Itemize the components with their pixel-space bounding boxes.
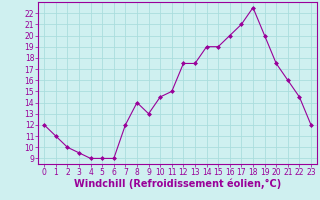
X-axis label: Windchill (Refroidissement éolien,°C): Windchill (Refroidissement éolien,°C) <box>74 179 281 189</box>
